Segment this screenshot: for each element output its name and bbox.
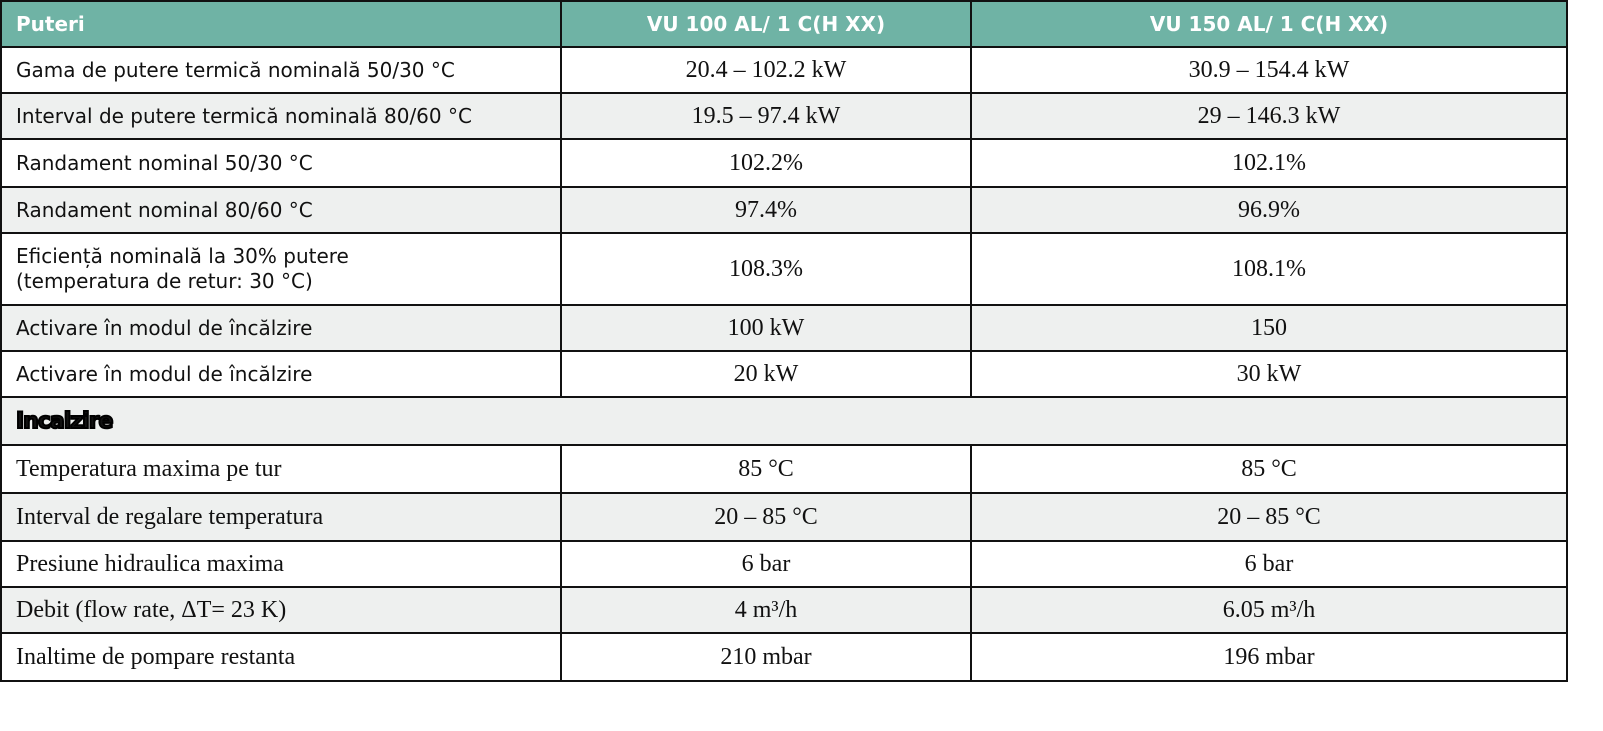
row-label: Activare în modul de încălzire <box>0 350 562 398</box>
row-label: Inaltime de pompare restanta <box>0 632 562 682</box>
row-label: Interval de putere termică nominală 80/6… <box>0 92 562 140</box>
row-label: Debit (flow rate, ΔT= 23 K) <box>0 586 562 634</box>
value-cell: 20 kW <box>560 350 972 398</box>
label-line: Activare în modul de încălzire <box>16 315 313 340</box>
table-row: Debit (flow rate, ΔT= 23 K) 4 m³/h 6.05 m³… <box>0 586 1568 634</box>
value-cell: 30.9 – 154.4 kW <box>970 46 1568 94</box>
row-label: Randament nominal 50/30 °C <box>0 138 562 188</box>
table-row: Incalzire <box>0 396 1568 446</box>
row-label: Gama de putere termică nominală 50/30 °C <box>0 46 562 94</box>
value-cell: 97.4% <box>560 186 972 234</box>
spec-table: Puteri VU 100 AL/ 1 C(H XX) VU 150 AL/ 1 C… <box>0 0 1568 682</box>
value-cell: 29 – 146.3 kW <box>970 92 1568 140</box>
table-row: Temperatura maxima pe tur 85 °C 85 °C <box>0 444 1568 494</box>
value-cell: 196 mbar <box>970 632 1568 682</box>
label-line: (temperatura de retur: 30 °C) <box>16 269 313 293</box>
row-label: Temperatura maxima pe tur <box>0 444 562 494</box>
value-cell: 20 – 85 °C <box>970 492 1568 542</box>
row-label: Activare în modul de încălzire <box>0 304 562 352</box>
label-line: Presiune hidraulica maxima <box>16 551 284 577</box>
value-cell: 20 – 85 °C <box>560 492 972 542</box>
section-header: Incalzire <box>0 396 1568 446</box>
label-line: Interval de regalare temperatura <box>16 504 324 530</box>
table-row: Gama de putere termică nominală 50/30 °C… <box>0 46 1568 94</box>
row-label: Eficiență nominală la 30% putere (tempera… <box>0 232 562 306</box>
label-line: Randament nominal 50/30 °C <box>16 150 313 175</box>
table-row: Activare în modul de încălzire 20 kW 30 kW <box>0 350 1568 398</box>
table-row: Interval de putere termică nominală 80/6… <box>0 92 1568 140</box>
value-cell: 210 mbar <box>560 632 972 682</box>
label-line: Inaltime de pompare restanta <box>16 644 296 670</box>
value-cell: 96.9% <box>970 186 1568 234</box>
table-row: Randament nominal 80/60 °C 97.4% 96.9% <box>0 186 1568 234</box>
value-cell: 102.2% <box>560 138 972 188</box>
value-cell: 20.4 – 102.2 kW <box>560 46 972 94</box>
value-cell: 108.3% <box>560 232 972 306</box>
value-cell: 19.5 – 97.4 kW <box>560 92 972 140</box>
value-cell: 6 bar <box>970 540 1568 588</box>
value-cell: 85 °C <box>560 444 972 494</box>
value-cell: 85 °C <box>970 444 1568 494</box>
header-cell: VU 100 AL/ 1 C(H XX) <box>560 0 972 48</box>
value-cell: 150 <box>970 304 1568 352</box>
label-line: Debit (flow rate, ΔT= 23 K) <box>16 597 287 623</box>
table-row: Inaltime de pompare restanta 210 mbar 196 … <box>0 632 1568 682</box>
row-label: Presiune hidraulica maxima <box>0 540 562 588</box>
value-cell: 100 kW <box>560 304 972 352</box>
table-row: Activare în modul de încălzire 100 kW 150 <box>0 304 1568 352</box>
label-line: Eficiență nominală la 30% putere <box>16 244 349 268</box>
table-row: Eficiență nominală la 30% putere (tempera… <box>0 232 1568 306</box>
label-line: Randament nominal 80/60 °C <box>16 197 313 222</box>
header-cell: VU 150 AL/ 1 C(H XX) <box>970 0 1568 48</box>
section-title: Incalzire <box>15 408 114 435</box>
row-label: Interval de regalare temperatura <box>0 492 562 542</box>
value-cell: 6.05 m³/h <box>970 586 1568 634</box>
value-cell: 6 bar <box>560 540 972 588</box>
row-label: Randament nominal 80/60 °C <box>0 186 562 234</box>
value-cell: 108.1% <box>970 232 1568 306</box>
label-line: Interval de putere termică nominală 80/6… <box>16 103 472 128</box>
header-cell: Puteri <box>0 0 562 48</box>
header-row: Puteri VU 100 AL/ 1 C(H XX) VU 150 AL/ 1 C… <box>0 0 1568 48</box>
value-cell: 4 m³/h <box>560 586 972 634</box>
label-line: Temperatura maxima pe tur <box>16 456 282 482</box>
table-row: Presiune hidraulica maxima 6 bar 6 bar <box>0 540 1568 588</box>
value-cell: 30 kW <box>970 350 1568 398</box>
table-row: Randament nominal 50/30 °C 102.2% 102.1% <box>0 138 1568 188</box>
value-cell: 102.1% <box>970 138 1568 188</box>
label-line: Gama de putere termică nominală 50/30 °C <box>16 57 455 82</box>
table-row: Interval de regalare temperatura 20 – 85 … <box>0 492 1568 542</box>
label-line: Activare în modul de încălzire <box>16 361 313 386</box>
